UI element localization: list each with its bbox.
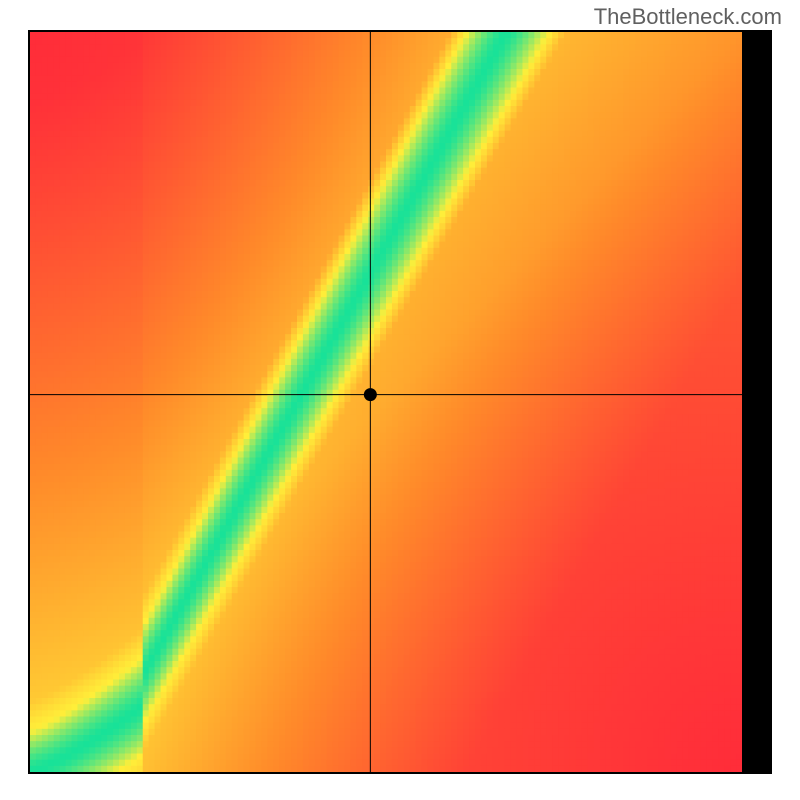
frame-right-band <box>742 30 772 774</box>
marker-dot <box>364 388 377 401</box>
overlay-svg <box>30 32 742 772</box>
frame-top <box>28 30 772 32</box>
watermark-text: TheBottleneck.com <box>594 4 782 30</box>
crosshair <box>30 32 742 772</box>
frame-left <box>28 30 30 774</box>
frame-bottom <box>28 772 772 774</box>
heatmap-plot <box>30 32 742 772</box>
root: TheBottleneck.com <box>0 0 800 800</box>
